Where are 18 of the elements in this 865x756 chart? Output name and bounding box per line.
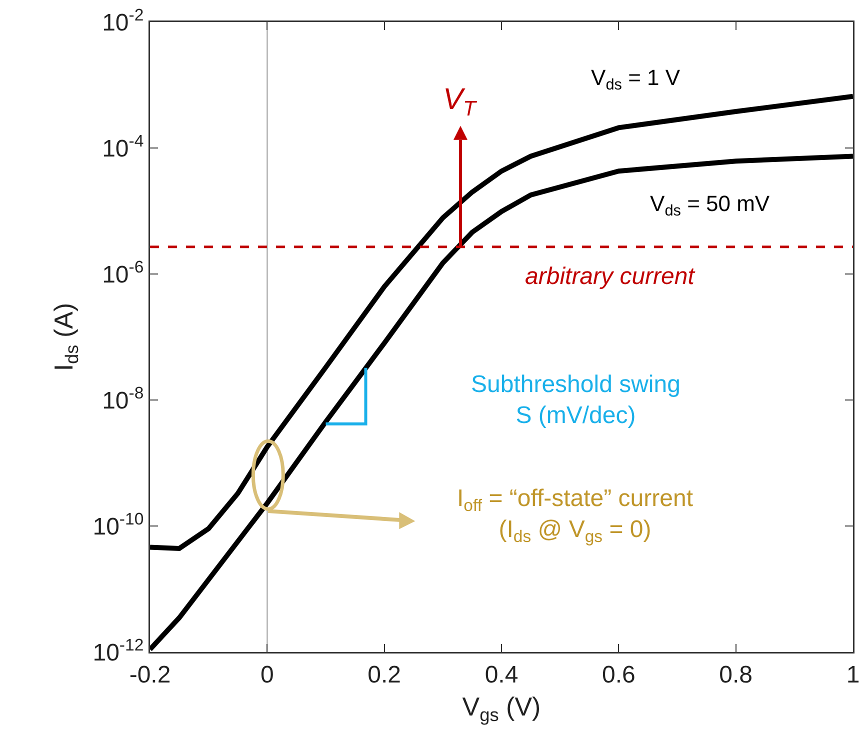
series-label: V$_{ds}$ = 1 V [591,65,680,94]
x-tick-label: 1 [846,661,860,688]
x-tick-label: 0.6 [602,661,636,688]
annotation: I$_{off}$ = “off-state” current (I$_{ds}$ @ V$_{gs}$ = 0) [457,485,694,546]
y-tick-label: 10$^{-10}$ [92,509,144,540]
x-tick-label: 0.8 [719,661,753,688]
ref-line-label: arbitrary current [525,263,696,290]
y-tick-label: 10$^{-4}$ [102,131,144,162]
x-tick-label: 0.2 [368,661,402,688]
x-tick-label: 0.4 [484,661,518,688]
x-tick-label: 0 [260,661,274,688]
y-tick-label: 10$^{-8}$ [102,383,144,414]
y-tick-label: 10$^{-2}$ [102,5,144,36]
y-tick-label: 10$^{-6}$ [102,257,144,288]
x-axis-title: V$_{gs}$ (V) [462,692,541,726]
annotation: V$_{T}$ [443,83,478,120]
series-label: V$_{ds}$ = 50 mV [650,191,770,220]
annotation: Subthreshold swing S (mV/dec) [471,371,680,430]
